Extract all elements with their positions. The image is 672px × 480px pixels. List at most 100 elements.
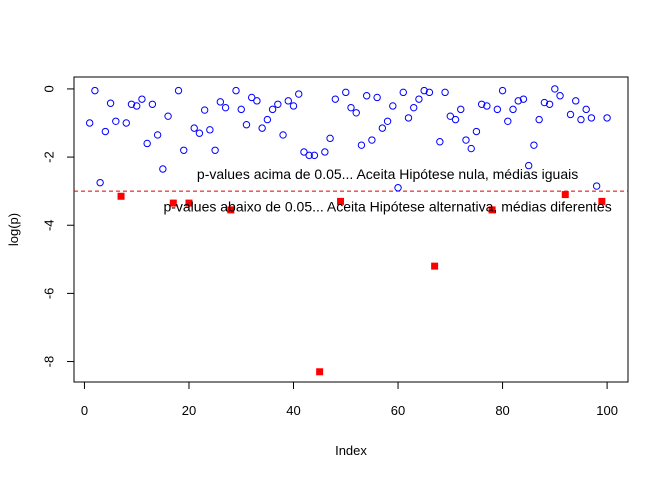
point-circle	[477, 100, 486, 108]
point-circle	[446, 112, 455, 120]
point-circle	[530, 141, 538, 149]
y-tick-label: -6	[41, 288, 56, 300]
point-circle	[404, 114, 413, 122]
annotation-above: p-values acima de 0.05... Aceita Hipótes…	[197, 166, 578, 182]
point-circle	[362, 92, 371, 100]
point-circle	[279, 131, 287, 139]
y-axis-label: log(p)	[6, 213, 21, 246]
point-circle	[566, 110, 575, 119]
point-circle	[295, 90, 303, 98]
point-circle	[153, 131, 162, 139]
point-circle	[195, 129, 204, 137]
point-circle	[211, 146, 219, 154]
point-circle	[127, 100, 136, 108]
point-circle	[467, 144, 475, 153]
point-circle	[221, 103, 230, 112]
point-circle	[577, 115, 585, 124]
point-circle	[592, 182, 601, 190]
point-square	[337, 197, 345, 205]
y-tick-label: -4	[41, 219, 56, 231]
x-tick-label: 80	[495, 403, 509, 418]
point-square	[431, 262, 439, 270]
point-square	[598, 197, 606, 205]
point-circle	[383, 117, 392, 126]
point-circle	[394, 184, 402, 192]
point-circle	[436, 138, 444, 146]
point-circle	[352, 109, 360, 117]
point-circle	[399, 88, 407, 97]
point-circle	[378, 124, 387, 132]
point-circle	[258, 124, 266, 132]
point-circle	[498, 86, 507, 95]
x-tick-label: 60	[391, 403, 405, 418]
point-circle	[143, 139, 151, 148]
point-circle	[148, 100, 157, 108]
point-circle	[253, 97, 261, 105]
point-circle	[91, 86, 99, 95]
point-square	[117, 192, 125, 200]
point-circle	[483, 102, 491, 110]
point-circle	[509, 105, 517, 114]
point-circle	[112, 117, 120, 126]
point-circle	[441, 88, 449, 97]
series-below-threshold	[117, 191, 606, 376]
point-circle	[415, 95, 423, 103]
annotation-below: p-values abaixo de 0.05... Aceita Hipóte…	[163, 199, 611, 215]
point-circle	[519, 95, 528, 103]
point-circle	[122, 119, 130, 127]
point-square	[561, 191, 569, 199]
point-circle	[200, 106, 209, 114]
point-circle	[284, 97, 292, 105]
point-circle	[180, 146, 188, 154]
point-circle	[572, 97, 580, 105]
point-circle	[85, 119, 94, 127]
point-circle	[101, 127, 110, 136]
point-circle	[331, 95, 340, 103]
point-circle	[216, 98, 225, 106]
point-circle	[457, 105, 465, 114]
point-circle	[159, 165, 167, 173]
point-circle	[300, 148, 308, 156]
point-circle	[389, 102, 397, 110]
point-circle	[410, 103, 418, 112]
point-circle	[242, 121, 251, 129]
x-tick-label: 20	[182, 403, 196, 418]
point-circle	[368, 136, 376, 144]
point-square	[488, 206, 496, 214]
point-circle	[305, 151, 313, 160]
point-circle	[551, 85, 559, 93]
y-tick-label: -2	[41, 151, 56, 163]
point-circle	[535, 115, 543, 124]
point-circle	[133, 102, 141, 110]
point-circle	[587, 114, 596, 122]
point-circle	[603, 114, 611, 122]
point-circle	[268, 105, 277, 114]
point-circle	[138, 95, 146, 103]
point-circle	[514, 97, 522, 105]
point-circle	[190, 124, 198, 132]
point-circle	[472, 127, 481, 136]
y-axis: 0 -2 -4 -6 -8	[41, 85, 75, 368]
point-circle	[462, 136, 470, 144]
point-circle	[164, 112, 172, 120]
point-circle	[289, 102, 298, 110]
point-square	[185, 199, 193, 207]
point-circle	[545, 100, 554, 108]
point-circle	[373, 93, 381, 102]
point-circle	[96, 178, 104, 187]
plot-box	[73, 76, 629, 383]
point-circle	[451, 115, 460, 124]
point-circle	[342, 88, 350, 97]
point-circle	[556, 92, 564, 100]
point-circle	[493, 105, 502, 114]
point-circle	[106, 99, 115, 107]
point-circle	[237, 105, 245, 114]
point-circle	[232, 86, 240, 95]
x-tick-label: 40	[286, 403, 300, 418]
point-square	[316, 368, 324, 376]
y-tick-label: -8	[41, 356, 56, 368]
point-circle	[357, 141, 366, 149]
x-tick-label: 0	[81, 403, 88, 418]
point-circle	[174, 86, 183, 95]
